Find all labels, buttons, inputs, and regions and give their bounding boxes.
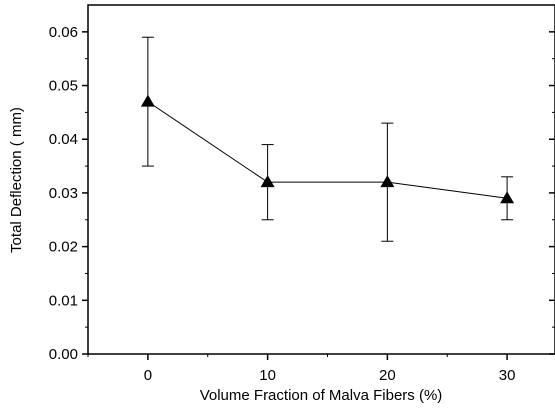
data-point-triangle bbox=[500, 191, 515, 204]
plot-frame bbox=[87, 4, 555, 355]
y-axis-title: Total Deflection ( mm) bbox=[8, 107, 25, 253]
x-tick-label: 30 bbox=[499, 367, 516, 384]
data-point-triangle bbox=[140, 94, 155, 107]
y-tick-label: 0.05 bbox=[49, 78, 78, 95]
x-tick-label: 10 bbox=[259, 367, 276, 384]
series-line bbox=[147, 101, 508, 199]
y-tick-label: 0.06 bbox=[49, 24, 78, 41]
y-tick-label: 0.01 bbox=[49, 292, 78, 309]
y-axis: 0.00 0.01 0.02 0.03 0.04 0.05 0.06 bbox=[49, 24, 555, 363]
x-tick-label: 0 bbox=[144, 367, 152, 384]
y-tick-label: 0.04 bbox=[49, 131, 78, 148]
x-axis: 0 10 20 30 bbox=[87, 354, 516, 384]
y-tick-label: 0.00 bbox=[49, 346, 78, 363]
data-series bbox=[140, 36, 515, 242]
x-axis-title: Volume Fraction of Malva Fibers (%) bbox=[200, 387, 443, 404]
y-tick-label: 0.02 bbox=[49, 239, 78, 256]
data-point-triangle bbox=[260, 175, 275, 188]
x-tick-label: 20 bbox=[379, 367, 396, 384]
y-tick-label: 0.03 bbox=[49, 185, 78, 202]
data-point-triangle bbox=[380, 175, 395, 188]
